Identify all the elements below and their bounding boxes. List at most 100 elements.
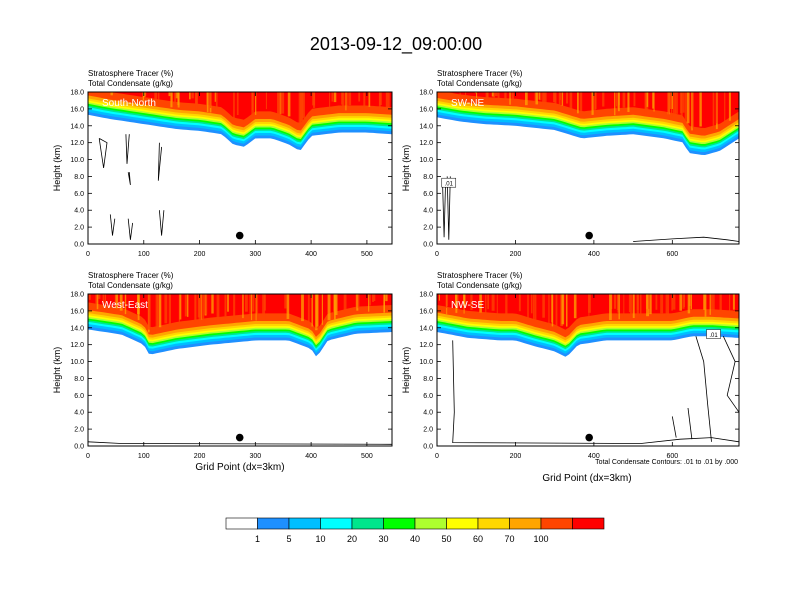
tracer-streak	[533, 294, 535, 322]
tracer-streak	[622, 92, 626, 108]
tracer-streak	[710, 294, 714, 317]
tracer-streak	[518, 294, 521, 312]
tracer-streak	[368, 294, 370, 312]
panel-label: NW-SE	[451, 300, 484, 311]
tracer-streak	[198, 294, 202, 324]
tracer-streak	[667, 92, 670, 115]
tracer-streak	[527, 294, 529, 321]
y-tick-label: 14.0	[419, 325, 433, 332]
condensate-contour-2	[722, 336, 740, 413]
tracer-streak	[262, 294, 266, 321]
tracer-streak	[334, 294, 338, 315]
tracer-streak	[465, 92, 467, 96]
tracer-streak	[104, 294, 106, 304]
tracer-streak	[555, 294, 558, 327]
tracer-streak	[666, 294, 669, 316]
plot-frame	[436, 293, 740, 447]
colorbar-label: 30	[378, 534, 388, 544]
tracer-streak	[618, 294, 620, 320]
tracer-streak	[348, 92, 352, 106]
y-tick-label: 16.0	[70, 106, 84, 113]
tracer-streak	[298, 92, 302, 130]
location-marker	[585, 231, 593, 240]
y-tick-label: 18.0	[70, 292, 84, 299]
tracer-streak	[446, 294, 448, 308]
tracer-streak	[216, 294, 220, 324]
x-tick-label: 500	[361, 453, 373, 460]
tracer-streak	[281, 92, 285, 114]
tracer-streak	[732, 294, 735, 310]
tracer-streak	[618, 92, 620, 112]
tracer-streak	[383, 294, 385, 313]
tracer-streak	[315, 294, 318, 331]
y-tick-label: 14.0	[70, 325, 84, 332]
colorbar-swatch	[288, 517, 321, 530]
plot-frame	[436, 91, 740, 245]
tracer-streak	[251, 92, 254, 111]
tracer-streak	[301, 294, 304, 322]
tracer-streak	[345, 92, 347, 111]
tracer-streak	[479, 294, 482, 313]
tracer-streak	[548, 294, 550, 330]
panel-subtitle: Total Condensate (g/kg)	[88, 281, 173, 290]
tracer-band-10	[88, 92, 392, 123]
tracer-streak	[98, 294, 101, 299]
tracer-streak	[630, 294, 633, 317]
tracer-streak	[715, 92, 718, 124]
tracer-streak	[175, 92, 178, 99]
y-tick-label: 10.0	[70, 157, 84, 164]
tracer-streak	[633, 92, 636, 107]
tracer-streak	[719, 294, 722, 312]
tracer-streak	[509, 92, 511, 105]
x-tick-label: 500	[361, 251, 373, 258]
tracer-streak	[724, 92, 726, 125]
tracer-streak	[179, 294, 182, 320]
figure-title: 2013-09-12_09:00:00	[310, 34, 482, 55]
tracer-streak	[463, 294, 465, 314]
y-tick-label: 4.0	[423, 208, 433, 215]
x-tick-label: 200	[194, 251, 206, 258]
tracer-streak	[174, 92, 177, 106]
colorbar-swatch	[477, 517, 510, 530]
colorbar-swatch	[225, 517, 258, 530]
tracer-streak	[551, 294, 554, 327]
tracer-streak	[531, 294, 533, 314]
tracer-streak	[356, 294, 359, 311]
tracer-streak	[646, 92, 649, 107]
tracer-streak	[147, 294, 151, 330]
location-marker	[585, 433, 593, 442]
tracer-streak	[168, 92, 171, 97]
colorbar-swatch	[383, 517, 416, 530]
colorbar-label: 1	[255, 534, 260, 544]
x-tick-label: 100	[138, 453, 150, 460]
tracer-streak	[368, 92, 371, 107]
tracer-streak	[623, 294, 625, 319]
tracer-streak	[539, 92, 542, 101]
panel-subtitle: Total Condensate (g/kg)	[437, 281, 522, 290]
tracer-streak	[251, 294, 253, 321]
y-tick-label: 8.0	[423, 174, 433, 181]
y-tick-label: 18.0	[419, 90, 433, 97]
tracer-streak	[538, 92, 540, 100]
colorbar-label: 5	[286, 534, 291, 544]
condensate-contour-3	[687, 407, 693, 440]
tracer-streak	[699, 92, 702, 127]
condensate-contour-1	[695, 336, 712, 442]
tracer-streak	[665, 294, 667, 318]
tracer-streak	[682, 92, 685, 113]
tracer-streak	[569, 92, 573, 114]
tracer-streak	[385, 92, 388, 108]
tracer-streak	[184, 294, 187, 317]
tracer-streak	[646, 294, 649, 317]
tracer-streak	[729, 294, 731, 316]
y-tick-label: 8.0	[423, 376, 433, 383]
y-tick-label: 6.0	[74, 393, 84, 400]
tracer-streak	[233, 92, 235, 119]
colorbar-label: 60	[473, 534, 483, 544]
x-tick-label: 300	[249, 453, 261, 460]
tracer-streak	[311, 294, 313, 327]
tracer-streak	[671, 294, 673, 311]
panel-sw-ne: Stratosphere Tracer (%)Total Condensate …	[401, 69, 740, 258]
tracer-streak	[675, 92, 678, 114]
panel-subtitle: Stratosphere Tracer (%)	[437, 69, 523, 78]
